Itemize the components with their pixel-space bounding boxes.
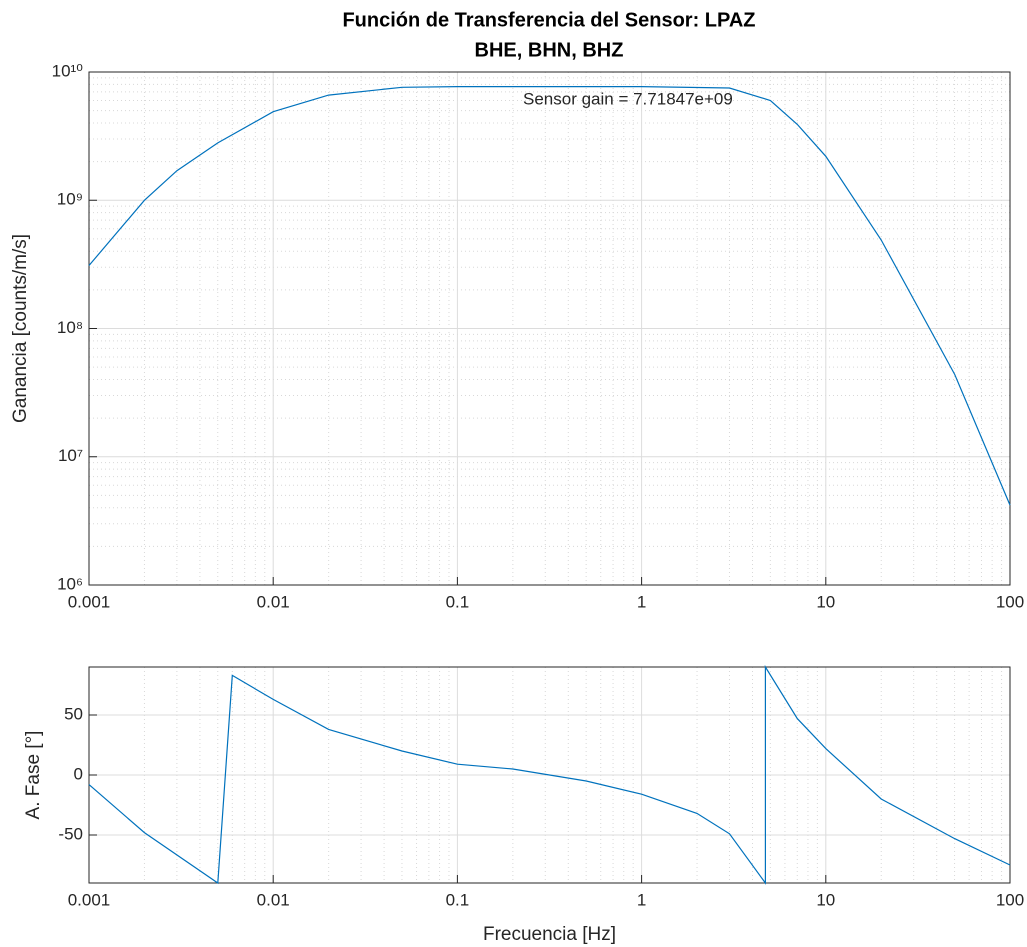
x-tick-label: 100 [996, 890, 1024, 909]
chart-subtitle: BHE, BHN, BHZ [475, 39, 624, 61]
x-tick-label: 0.1 [446, 592, 470, 611]
x-tick-label: 10 [816, 890, 835, 909]
x-tick-label: 10 [816, 592, 835, 611]
x-tick-label: 0.01 [257, 890, 290, 909]
x-axis-label: Frecuencia [Hz] [483, 924, 616, 945]
plot-frame [88, 71, 1011, 586]
y-tick-label: 50 [64, 704, 83, 723]
y-axis-label: A. Fase [°] [23, 731, 44, 820]
x-tick-label: 0.01 [257, 592, 290, 611]
x-tick-label: 100 [996, 592, 1024, 611]
x-tick-label: 1 [637, 890, 646, 909]
y-tick-label: 10¹⁰ [52, 61, 84, 80]
plot-frame [88, 666, 1011, 884]
x-tick-label: 0.1 [446, 890, 470, 909]
x-tick-label: 0.001 [68, 890, 111, 909]
data-line [88, 664, 1011, 885]
chart-title: Función de Transferencia del Sensor: LPA… [342, 9, 755, 31]
x-tick-label: 1 [637, 592, 646, 611]
y-tick-label: 0 [74, 764, 83, 783]
annotation: Sensor gain = 7.71847e+09 [523, 89, 733, 108]
data-line [88, 86, 1011, 506]
y-tick-label: 10⁹ [57, 190, 83, 209]
y-tick-label: 10⁶ [57, 574, 83, 593]
x-tick-label: 0.001 [68, 592, 111, 611]
y-tick-label: 10⁸ [57, 318, 83, 337]
y-tick-label: -50 [58, 824, 83, 843]
y-axis-label: Ganancia [counts/m/s] [10, 234, 31, 423]
y-tick-label: 10⁷ [58, 446, 83, 465]
